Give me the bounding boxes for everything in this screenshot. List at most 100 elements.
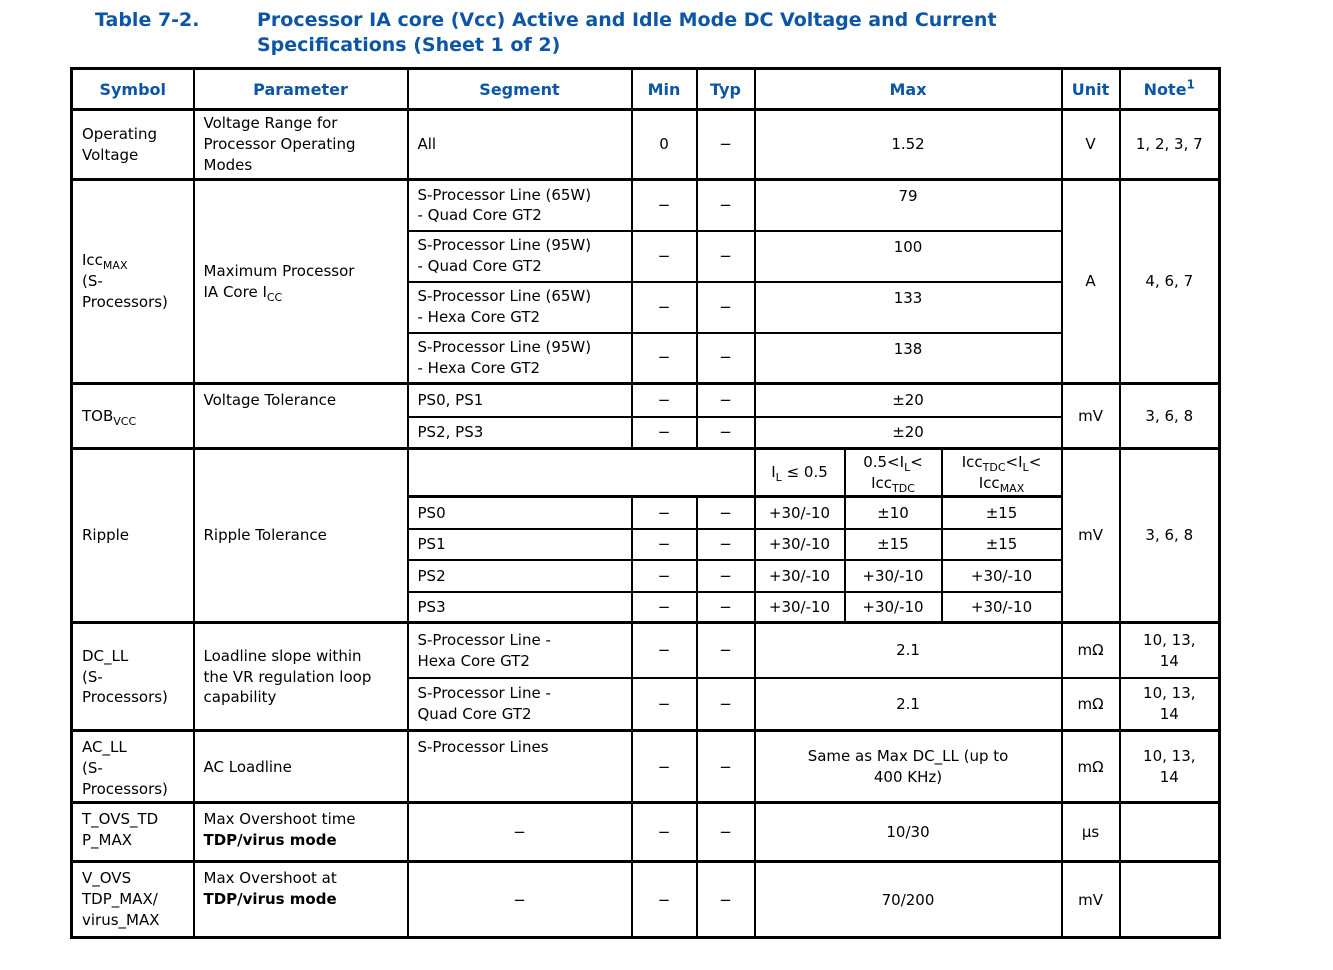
ripple-subcol-2: 0.5<IL< IccTDC xyxy=(843,446,943,498)
min-cell: − xyxy=(630,590,698,624)
max-cell: +30/-10 xyxy=(940,590,1063,624)
typ-cell: − xyxy=(695,527,756,561)
note-cell: 4, 6, 7 xyxy=(1118,178,1221,385)
note-cell xyxy=(1118,860,1221,939)
segment-cell: PS1 xyxy=(406,527,633,561)
header-typ: Typ xyxy=(695,67,756,111)
parameter-cell: Max Overshoot at TDP/virus mode xyxy=(192,860,409,939)
note-cell: 1, 2, 3, 7 xyxy=(1118,108,1221,181)
symbol-cell: V_OVS TDP_MAX/ virus_MAX xyxy=(70,860,195,939)
max-cell: +30/-10 xyxy=(753,558,846,593)
segment-cell: PS0, PS1 xyxy=(406,382,633,418)
symbol-cell: DC_LL (S- Processors) xyxy=(70,621,195,732)
max-cell: Same as Max DC_LL (up to 400 KHz) xyxy=(753,729,1063,804)
min-cell: − xyxy=(630,558,698,593)
max-cell: ±20 xyxy=(753,382,1063,418)
unit-cell: mΩ xyxy=(1060,729,1121,804)
symbol-cell: Ripple xyxy=(70,446,195,624)
note-cell: 3, 6, 8 xyxy=(1118,446,1221,624)
header-unit: Unit xyxy=(1060,67,1121,111)
typ-cell: − xyxy=(695,801,756,863)
segment-cell: S-Processor Line - Hexa Core GT2 xyxy=(406,621,633,679)
max-cell: 10/30 xyxy=(753,801,1063,863)
typ-cell: − xyxy=(695,382,756,418)
row-ripple-ps3: PS3 − − +30/-10 +30/-10 +30/-10 xyxy=(72,590,1220,624)
unit-cell: mΩ xyxy=(1060,676,1121,732)
max-cell: 2.1 xyxy=(753,621,1063,679)
min-cell: − xyxy=(630,801,698,863)
segment-cell: S-Processor Line (95W) - Hexa Core GT2 xyxy=(406,331,633,385)
parameter-cell: AC Loadline xyxy=(192,729,409,804)
unit-cell: A xyxy=(1060,178,1121,385)
segment-cell: − xyxy=(406,801,633,863)
row-ripple-ps0: PS0 − − +30/-10 ±10 ±15 xyxy=(72,495,1220,530)
row-dcll-1: DC_LL (S- Processors) Loadline slope wit… xyxy=(70,621,1221,732)
max-cell: ±10 xyxy=(843,495,943,530)
note-cell xyxy=(1118,801,1221,863)
segment-cell: S-Processor Lines xyxy=(406,729,633,804)
parameter-cell: Voltage Range for Processor Operating Mo… xyxy=(192,108,409,181)
symbol-cell: TOBVCC xyxy=(70,382,195,450)
max-cell: 133 xyxy=(753,280,1063,334)
max-cell: 100 xyxy=(753,229,1063,283)
row-tovs: T_OVS_TD P_MAX Max Overshoot time TDP/vir… xyxy=(70,801,1221,863)
min-cell: − xyxy=(630,415,698,450)
parameter-cell: Ripple Tolerance xyxy=(192,446,409,624)
header-max: Max xyxy=(753,67,1063,111)
segment-cell: PS2 xyxy=(406,558,633,593)
note-cell: 10, 13, 14 xyxy=(1118,621,1221,679)
min-cell: − xyxy=(630,729,698,804)
symbol-cell: T_OVS_TD P_MAX xyxy=(70,801,195,863)
header-symbol: Symbol xyxy=(70,67,195,111)
typ-cell: − xyxy=(695,621,756,679)
note-cell: 3, 6, 8 xyxy=(1118,382,1221,450)
max-cell: 79 xyxy=(753,178,1063,232)
typ-cell: − xyxy=(695,178,756,232)
typ-cell: − xyxy=(695,495,756,530)
header-row: Symbol Parameter Segment Min Typ Max Uni… xyxy=(70,67,1221,111)
max-cell: +30/-10 xyxy=(940,558,1063,593)
min-cell: − xyxy=(630,382,698,418)
unit-cell: μs xyxy=(1060,801,1121,863)
max-cell: +30/-10 xyxy=(753,527,846,561)
ripple-subcol-3: IccTDC<IL< IccMAX xyxy=(940,446,1063,498)
note-cell: 10, 13, 14 xyxy=(1118,676,1221,732)
row-ripple-subheader: Ripple Ripple Tolerance IL ≤ 0.5 0.5<IL<… xyxy=(70,446,1221,624)
row-acll: AC_LL (S- Processors) AC Loadline S-Proc… xyxy=(70,729,1221,804)
segment-cell: S-Processor Line (95W) - Quad Core GT2 xyxy=(406,229,633,283)
max-cell: +30/-10 xyxy=(753,495,846,530)
unit-cell: mΩ xyxy=(1060,621,1121,679)
spec-table: Symbol Parameter Segment Min Typ Max Uni… xyxy=(70,67,1222,940)
typ-cell: − xyxy=(695,280,756,334)
min-cell: − xyxy=(630,621,698,679)
row-iccmax-2: S-Processor Line (95W) - Quad Core GT2 −… xyxy=(72,229,1220,283)
min-cell: − xyxy=(630,331,698,385)
symbol-cell: Operating Voltage xyxy=(70,108,195,181)
header-parameter: Parameter xyxy=(192,67,409,111)
min-cell: − xyxy=(630,178,698,232)
table-caption: Processor IA core (Vcc) Active and Idle … xyxy=(257,9,997,56)
unit-cell: V xyxy=(1060,108,1121,181)
segment-cell: All xyxy=(406,108,633,181)
parameter-cell: Loadline slope within the VR regulation … xyxy=(192,621,409,732)
typ-cell: − xyxy=(695,415,756,450)
segment-cell: S-Processor Line (65W) - Hexa Core GT2 xyxy=(406,280,633,334)
row-iccmax-4: S-Processor Line (95W) - Hexa Core GT2 −… xyxy=(72,331,1220,385)
row-tob-1: TOBVCC Voltage Tolerance PS0, PS1 − − ±2… xyxy=(70,382,1221,450)
max-cell: ±15 xyxy=(940,527,1063,561)
header-note: Note1 xyxy=(1118,67,1221,111)
unit-cell: mV xyxy=(1060,860,1121,939)
row-iccmax-1: IccMAX (S- Processors) Maximum Processor… xyxy=(70,178,1221,385)
max-cell: ±20 xyxy=(753,415,1063,450)
typ-cell: − xyxy=(695,860,756,939)
min-cell: − xyxy=(630,860,698,939)
note-cell: 10, 13, 14 xyxy=(1118,729,1221,804)
parameter-cell: Max Overshoot time TDP/virus mode xyxy=(192,801,409,863)
segment-cell: S-Processor Line - Quad Core GT2 xyxy=(406,676,633,732)
segment-cell: PS2, PS3 xyxy=(406,415,633,450)
symbol-cell: IccMAX (S- Processors) xyxy=(70,178,195,385)
typ-cell: − xyxy=(695,558,756,593)
ripple-blank-cell xyxy=(406,446,756,498)
segment-cell: − xyxy=(406,860,633,939)
typ-cell: − xyxy=(695,331,756,385)
